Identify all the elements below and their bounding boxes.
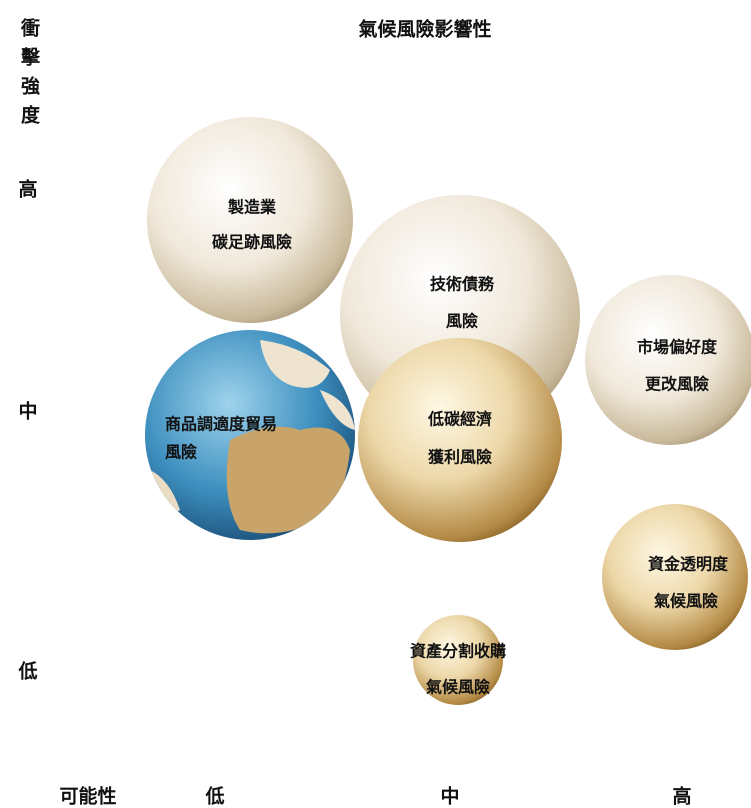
node-label: 風險: [446, 312, 478, 331]
x-level: 中: [440, 785, 459, 808]
x-level: 低: [204, 785, 224, 808]
x-axis-label: 可能性: [59, 785, 116, 808]
node-label: 氣候風險: [426, 678, 490, 697]
node-label: 碳足跡風險: [212, 233, 292, 252]
node-label: 更改風險: [645, 375, 709, 394]
node-label: 獲利風險: [428, 448, 492, 467]
node-label: 資金透明度: [648, 555, 729, 574]
bubble: [413, 615, 503, 705]
bubble: [585, 275, 751, 445]
bubble: [358, 338, 562, 542]
node-label: 風險: [165, 443, 197, 462]
node-label: 氣候風險: [654, 592, 718, 611]
node-label: 低碳經濟: [427, 410, 492, 429]
y-level: 低: [17, 660, 37, 683]
title: 氣候風險影響性: [358, 18, 491, 41]
bubble: [602, 504, 748, 650]
node-label: 市場偏好度: [637, 338, 718, 357]
node-label: 商品調適度貿易: [165, 415, 277, 434]
node-label: 資產分割收購: [410, 642, 506, 661]
globe: [145, 330, 355, 540]
node-label: 技術債務: [430, 275, 495, 294]
y-level: 中: [18, 400, 37, 423]
y-level: 高: [18, 178, 37, 201]
node-label: 製造業: [227, 198, 277, 217]
bubble: [147, 117, 353, 323]
y-axis-label: 衝擊強度: [18, 18, 40, 134]
x-level: 高: [672, 785, 691, 808]
